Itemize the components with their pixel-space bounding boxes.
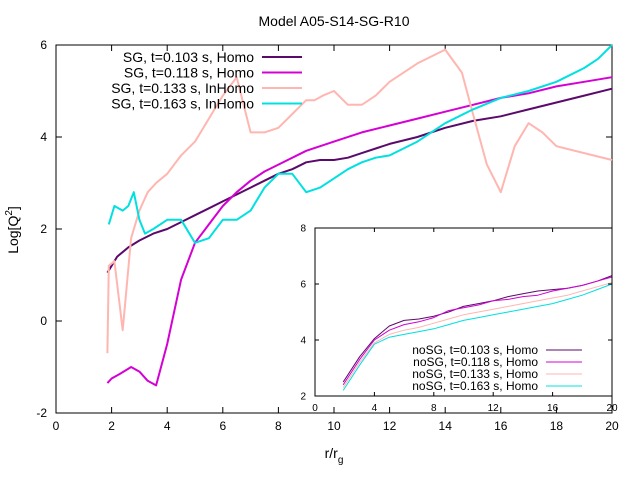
main-x-tick-label: 20	[605, 419, 619, 433]
y-axis-label: Log[Q2]	[4, 206, 21, 254]
inset-background	[315, 228, 612, 396]
inset-series	[342, 275, 613, 391]
main-x-tick-label: 2	[108, 419, 115, 433]
inset-series-line-3	[342, 282, 613, 388]
main-x-tick-label: 4	[164, 419, 171, 433]
inset-legend-label-1: noSG, t=0.103 s, Homo	[412, 343, 538, 357]
y-axis-label-sup: 2	[4, 210, 15, 216]
inset-legend-label-2: noSG, t=0.118 s, Homo	[413, 355, 538, 369]
inset-y-tick-label: 8	[300, 224, 306, 235]
inset-x-tick-label: 8	[431, 403, 437, 414]
main-series-line-1	[106, 87, 613, 274]
inset-legend-label-3: noSG, t=0.133 s, Homo	[412, 367, 538, 381]
inset-x-tick-label: 12	[488, 403, 500, 414]
x-axis-label: r/rg	[325, 445, 344, 466]
main-x-tick-label: 6	[219, 419, 226, 433]
y-axis-label-main: Log[Q	[5, 216, 21, 254]
main-series-line-3	[106, 48, 613, 354]
inset-x-tick-label: 0	[312, 403, 318, 414]
main-x-tick-label: 0	[53, 419, 60, 433]
chart-title: Model A05-S14-SG-R10	[259, 13, 410, 29]
main-y-tick-label: 6	[40, 38, 47, 52]
inset-y-tick-label: 6	[300, 280, 306, 291]
inset-y-tick-label: 4	[300, 336, 306, 347]
main-x-tick-label: 18	[550, 419, 564, 433]
main-legend-label-3: SG, t=0.133 s, InHomo	[111, 80, 254, 96]
main-x-tick-label: 14	[439, 419, 453, 433]
y-axis-label-end: ]	[5, 206, 21, 210]
main-legend-label-1: SG, t=0.103 s, Homo	[123, 49, 254, 65]
inset-series-line-4	[342, 283, 613, 391]
x-axis-label-main: r/r	[325, 445, 339, 461]
main-y-tick-label: 2	[40, 222, 47, 236]
main-x-tick-label: 12	[383, 419, 397, 433]
main-x-tick-label: 8	[275, 419, 282, 433]
inset-legend-label-4: noSG, t=0.163 s, Homo	[412, 379, 538, 393]
inset-x-tick-label: 16	[547, 403, 559, 414]
main-y-tick-label: 4	[40, 130, 47, 144]
main-legend-label-4: SG, t=0.163 s, InHomo	[111, 95, 254, 111]
inset-series-line-2	[342, 276, 613, 386]
main-x-tick-label: 16	[494, 419, 508, 433]
main-series-line-4	[107, 44, 613, 244]
inset-frame	[314, 227, 613, 397]
main-y-tick-label: 0	[40, 314, 47, 328]
x-axis-label-sub: g	[338, 455, 344, 466]
inset-x-tick-label: 4	[372, 403, 378, 414]
main-x-tick-label: 10	[327, 419, 341, 433]
inset-x-tick-label: 20	[606, 403, 618, 414]
main-series-line-2	[106, 76, 613, 387]
main-y-tick-label: -2	[36, 406, 47, 420]
main-series	[106, 44, 613, 387]
main-legend-label-2: SG, t=0.118 s, Homo	[124, 64, 254, 80]
inset-y-tick-label: 2	[300, 392, 306, 403]
